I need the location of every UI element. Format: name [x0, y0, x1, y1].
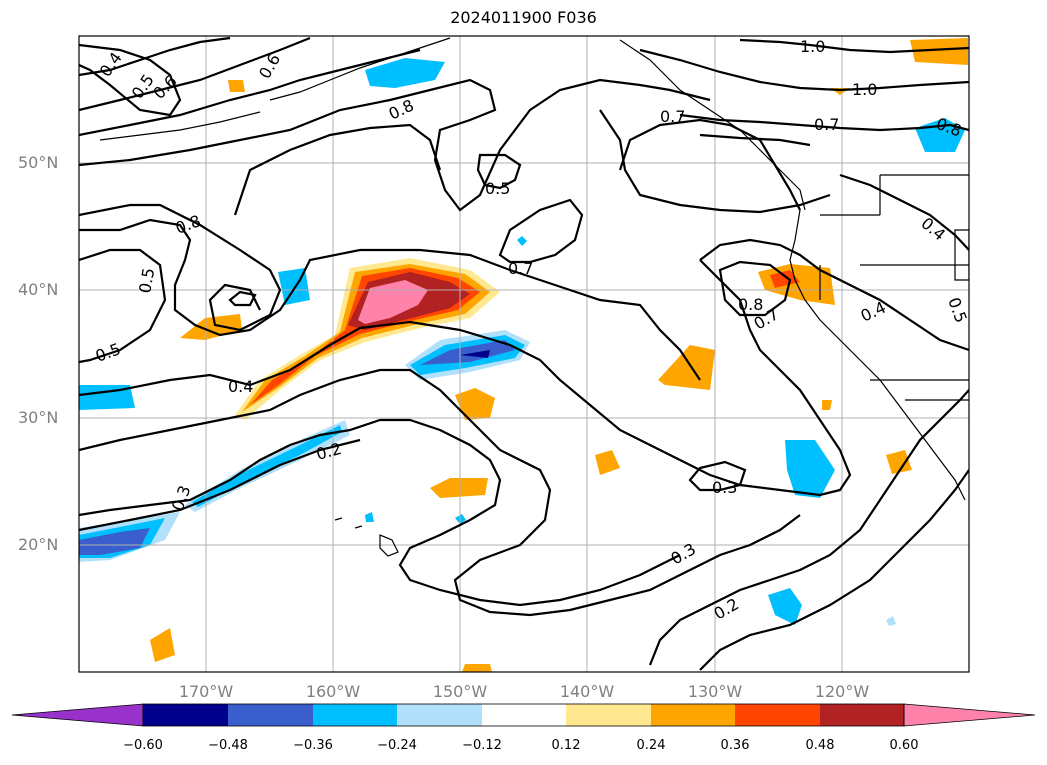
colorbar: [11, 703, 1036, 727]
gridlines: [79, 36, 969, 672]
contour-label: 0.8: [738, 295, 763, 314]
lat-label-40n: 40°N: [18, 280, 59, 299]
contour-label: 0.8: [173, 211, 203, 238]
colorbar-tick: 0.36: [720, 738, 750, 753]
contour-label: 0.4: [917, 214, 949, 245]
contour-label: 1.0: [852, 80, 877, 99]
colorbar-tick: −0.24: [377, 738, 417, 753]
lon-label-140w: 140°W: [559, 682, 615, 701]
colorbar-tick: 0.60: [889, 738, 919, 753]
contour-label: 0.4: [228, 377, 253, 396]
lon-label-120w: 120°W: [814, 682, 870, 701]
contour-label: 0.5: [135, 266, 158, 294]
colorbar-tick: −0.12: [462, 738, 502, 753]
lat-label-30n: 30°N: [18, 408, 59, 427]
contour-label: 0.3: [712, 478, 737, 497]
map-title: 2024011900 F036: [450, 8, 597, 27]
colorbar-tick: −0.48: [208, 738, 248, 753]
colorbar-tick: 0.24: [636, 738, 666, 753]
lon-label-160w: 160°W: [305, 682, 361, 701]
colorbar-tick: 0.48: [805, 738, 835, 753]
contour-label: 0.5: [944, 295, 971, 325]
contour-label: 1.0: [800, 37, 825, 56]
contour-label: 0.7: [660, 107, 685, 126]
contour-label: 0.3: [668, 539, 700, 568]
lon-label-170w: 170°W: [178, 682, 234, 701]
contour-label: 0.4: [96, 49, 126, 81]
lat-label-20n: 20°N: [18, 535, 59, 554]
lat-label-50n: 50°N: [18, 153, 59, 172]
contour-label: 0.6: [255, 50, 284, 82]
coastlines: [99, 37, 969, 557]
contour-label: 0.6: [149, 71, 180, 102]
plot-frame: [78, 35, 970, 673]
colorbar-tick: 0.12: [551, 738, 581, 753]
contour-label: 0.5: [485, 179, 510, 198]
contour-lines: [79, 36, 969, 671]
colorbar-high-extension: [903, 703, 1036, 727]
colorbar-low-extension: [11, 703, 144, 727]
contour-label: 0.7: [814, 115, 839, 134]
colorbar-tick: −0.36: [293, 738, 333, 753]
colorbar-tick: −0.60: [123, 738, 163, 753]
lon-label-150w: 150°W: [432, 682, 488, 701]
contour-label: 0.7: [508, 259, 533, 278]
contour-label: 0.5: [93, 339, 123, 366]
lon-label-130w: 130°W: [687, 682, 743, 701]
